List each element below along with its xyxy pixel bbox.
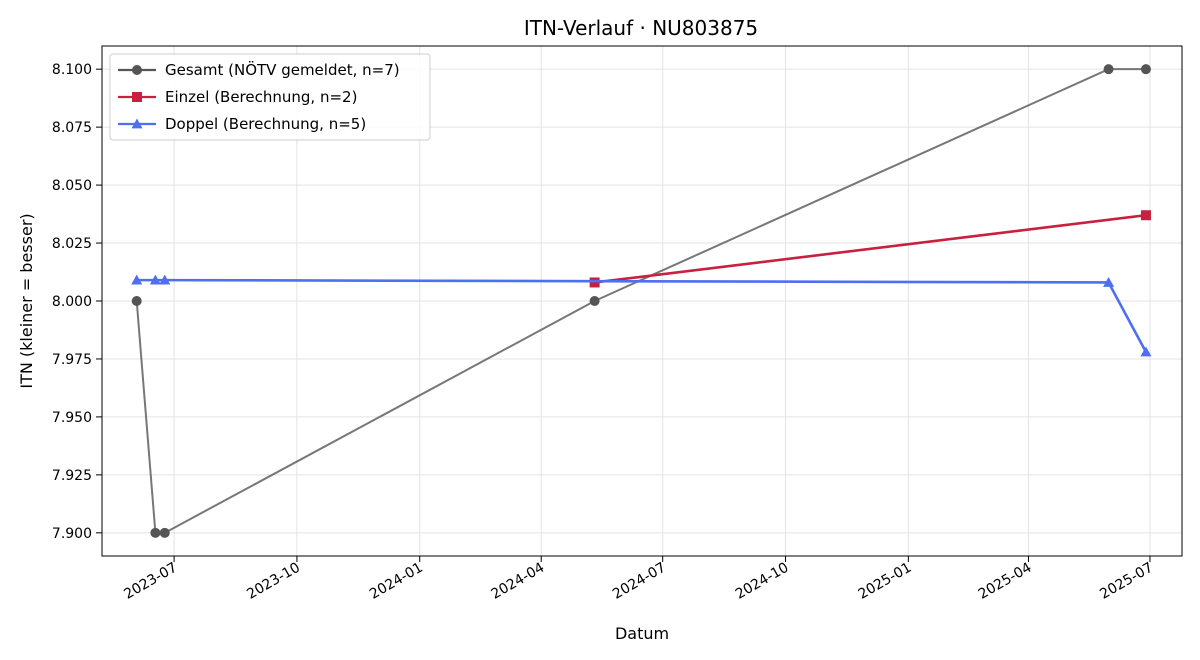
y-tick-label: 7.975 [52,352,92,368]
data-point [131,274,143,285]
legend-item: Einzel (Berechnung, n=2) [118,88,357,106]
legend-box [109,53,431,141]
y-axis: 7.900 7.925 7.950 7.975 8.000 8.025 8.050 8.075… [52,62,102,542]
data-point [1140,210,1151,221]
series [131,64,1151,538]
data-point [132,92,142,102]
legend-item: Doppel (Berechnung, n=5) [118,115,366,133]
data-point [589,296,600,306]
data-point [150,527,161,538]
data-point [149,274,161,285]
y-tick-label: 8.100 [52,62,92,78]
y-tick-label: 8.000 [52,294,92,310]
chart-title: ITN-Verlauf · NU803875 [524,16,758,40]
y-axis-title: ITN (kleiner = besser) [17,213,36,388]
y-tick-label: 8.025 [52,236,92,252]
data-point [1103,64,1114,75]
series-layer [131,64,1152,538]
data-point [1140,64,1151,75]
data-point [159,274,171,285]
y-tick-label: 7.925 [52,468,92,484]
legend-item: Gesamt (NÖTV gemeldet, n=7) [118,60,400,79]
legend: Gesamt (NÖTV gemeldet, n=7) Einzel (Berec… [109,53,431,141]
data-point [159,527,170,538]
legend-label: Einzel (Berechnung, n=2) [165,88,357,106]
x-axis-title: Datum [615,624,669,643]
data-point [132,65,142,75]
series-line [135,68,1146,534]
legend-label: Gesamt (NÖTV gemeldet, n=7) [165,60,400,79]
data-point [131,118,143,129]
data-point [1103,276,1115,287]
y-tick-label: 7.900 [52,526,92,542]
y-tick-label: 8.075 [52,120,92,136]
legend-label: Doppel (Berechnung, n=5) [165,115,366,133]
data-point [1140,346,1152,357]
y-tick-label: 7.950 [52,410,92,426]
y-tick-label: 8.050 [52,178,92,194]
series [131,274,1152,357]
series-line [594,213,1147,284]
data-point [131,296,142,306]
